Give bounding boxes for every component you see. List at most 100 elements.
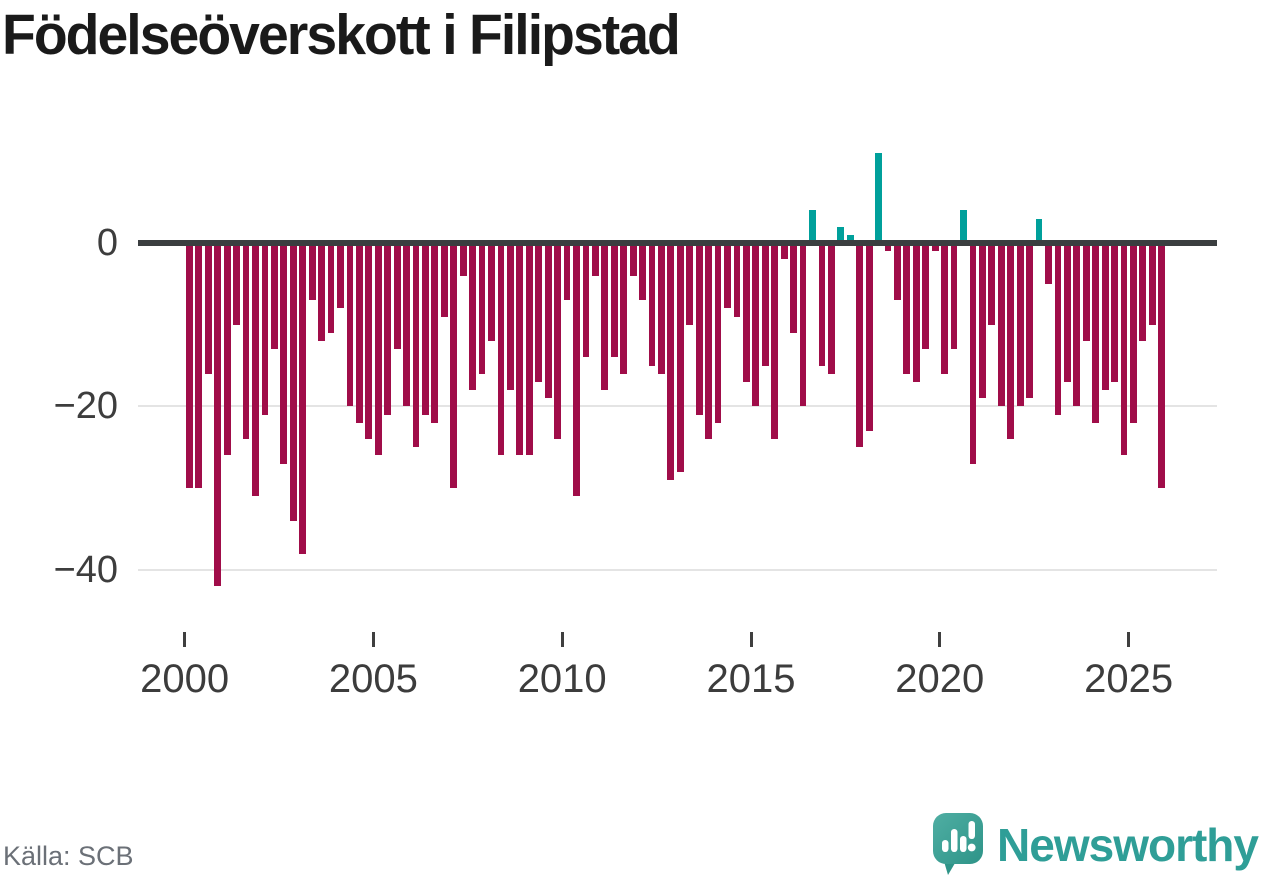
- bar-2007-Q4: [478, 243, 486, 374]
- bar-2019-Q2: [912, 243, 920, 382]
- bar-2004-Q2: [346, 243, 354, 407]
- bar-2013-Q3: [695, 243, 703, 415]
- bar-2000-Q2: [195, 243, 203, 489]
- bar-2010-Q4: [591, 243, 599, 276]
- bar-2024-Q3: [1111, 243, 1118, 382]
- bar-2016-Q2: [799, 243, 807, 407]
- bar-2020-Q4: [969, 243, 977, 464]
- bar-2001-Q1: [223, 243, 231, 456]
- bar-2013-Q4: [705, 243, 713, 440]
- bar-2018-Q1: [865, 243, 873, 431]
- bar-2001-Q2: [233, 243, 241, 325]
- bar-2013-Q1: [676, 243, 684, 472]
- bar-2012-Q4: [667, 243, 675, 480]
- bar-2001-Q4: [252, 243, 259, 497]
- bar-2022-Q3: [1035, 218, 1043, 243]
- bar-2022-Q2: [1026, 243, 1034, 399]
- bar-2025-Q1: [1130, 243, 1137, 423]
- bar-2015-Q1: [752, 243, 760, 407]
- bar-2007-Q1: [450, 243, 458, 489]
- bar-2002-Q3: [280, 243, 288, 464]
- bar-2000-Q4: [214, 243, 222, 587]
- bar-2011-Q4: [629, 243, 637, 276]
- gridline--40: [138, 568, 1217, 571]
- bar-2018-Q2: [875, 153, 882, 243]
- bar-2004-Q4: [365, 243, 373, 440]
- bar-2008-Q1: [488, 243, 495, 341]
- bar-2005-Q1: [374, 243, 382, 456]
- bar-2004-Q3: [355, 243, 363, 423]
- bar-2000-Q3: [204, 243, 212, 374]
- bar-2019-Q1: [903, 243, 911, 374]
- x-tick-label-2020: 2020: [895, 657, 985, 701]
- bar-2022-Q1: [1016, 243, 1024, 407]
- bar-2022-Q4: [1045, 243, 1052, 284]
- bar-2025-Q4: [1158, 243, 1166, 489]
- bar-2009-Q3: [544, 243, 552, 399]
- bar-2024-Q1: [1092, 243, 1100, 423]
- bar-2025-Q2: [1139, 243, 1147, 341]
- bar-2012-Q2: [648, 243, 656, 366]
- bar-2017-Q4: [856, 243, 864, 448]
- bar-2023-Q2: [1063, 243, 1071, 382]
- x-tick-2020: [938, 632, 942, 647]
- bar-2011-Q1: [601, 243, 609, 391]
- bar-2017-Q3: [846, 234, 854, 243]
- bar-2020-Q2: [950, 243, 958, 350]
- bar-2011-Q2: [610, 243, 618, 358]
- bar-2025-Q3: [1148, 243, 1156, 325]
- x-tick-label-2005: 2005: [328, 657, 418, 701]
- bar-2002-Q1: [261, 243, 269, 415]
- bar-2002-Q2: [271, 243, 278, 350]
- bar-2024-Q2: [1101, 243, 1109, 391]
- bar-2001-Q3: [242, 243, 250, 440]
- bar-2021-Q3: [997, 243, 1005, 407]
- bar-2002-Q4: [289, 243, 297, 521]
- bar-2015-Q2: [761, 243, 769, 366]
- bar-2024-Q4: [1120, 243, 1128, 456]
- zero-axis-line: [138, 240, 1217, 246]
- bar-2009-Q2: [535, 243, 543, 382]
- bar-2014-Q3: [733, 243, 741, 317]
- bar-2023-Q3: [1073, 243, 1081, 407]
- bar-2021-Q2: [988, 243, 996, 325]
- bar-2014-Q4: [743, 243, 750, 382]
- bar-2014-Q1: [714, 243, 722, 423]
- bar-2012-Q3: [658, 243, 665, 374]
- bar-2004-Q1: [337, 243, 344, 309]
- bar-2006-Q3: [431, 243, 439, 423]
- bar-2013-Q2: [686, 243, 694, 325]
- bar-2017-Q1: [827, 243, 835, 374]
- bar-2006-Q1: [412, 243, 420, 448]
- bar-2018-Q4: [894, 243, 901, 301]
- x-tick-2025: [1127, 632, 1131, 647]
- x-tick-2015: [749, 632, 753, 647]
- bar-2020-Q1: [941, 243, 949, 374]
- bar-2008-Q3: [507, 243, 514, 391]
- bar-2014-Q2: [724, 243, 731, 309]
- newsworthy-logo: Newsworthy: [932, 812, 1259, 878]
- y-tick-label--40: −40: [53, 548, 118, 591]
- bar-2010-Q3: [582, 243, 590, 358]
- bar-2007-Q2: [459, 243, 467, 276]
- chart-title: Födelseöverskott i Filipstad: [2, 3, 681, 67]
- bar-2015-Q4: [780, 243, 788, 260]
- bar-2021-Q1: [979, 243, 986, 399]
- bar-2019-Q4: [931, 243, 939, 252]
- bar-2010-Q1: [563, 243, 571, 301]
- bar-2003-Q4: [327, 243, 335, 333]
- bar-2011-Q3: [620, 243, 628, 374]
- bar-2021-Q4: [1007, 243, 1015, 440]
- bar-2017-Q2: [837, 226, 845, 243]
- bar-2016-Q4: [818, 243, 826, 366]
- y-tick-label--20: −20: [53, 385, 118, 428]
- x-tick-label-2015: 2015: [706, 657, 796, 701]
- bar-2003-Q3: [318, 243, 326, 341]
- bar-2003-Q2: [308, 243, 316, 301]
- bar-2007-Q3: [469, 243, 477, 391]
- x-tick-label-2000: 2000: [140, 657, 230, 701]
- bar-2005-Q3: [393, 243, 401, 350]
- x-tick-2000: [183, 632, 187, 647]
- x-tick-2010: [560, 632, 564, 647]
